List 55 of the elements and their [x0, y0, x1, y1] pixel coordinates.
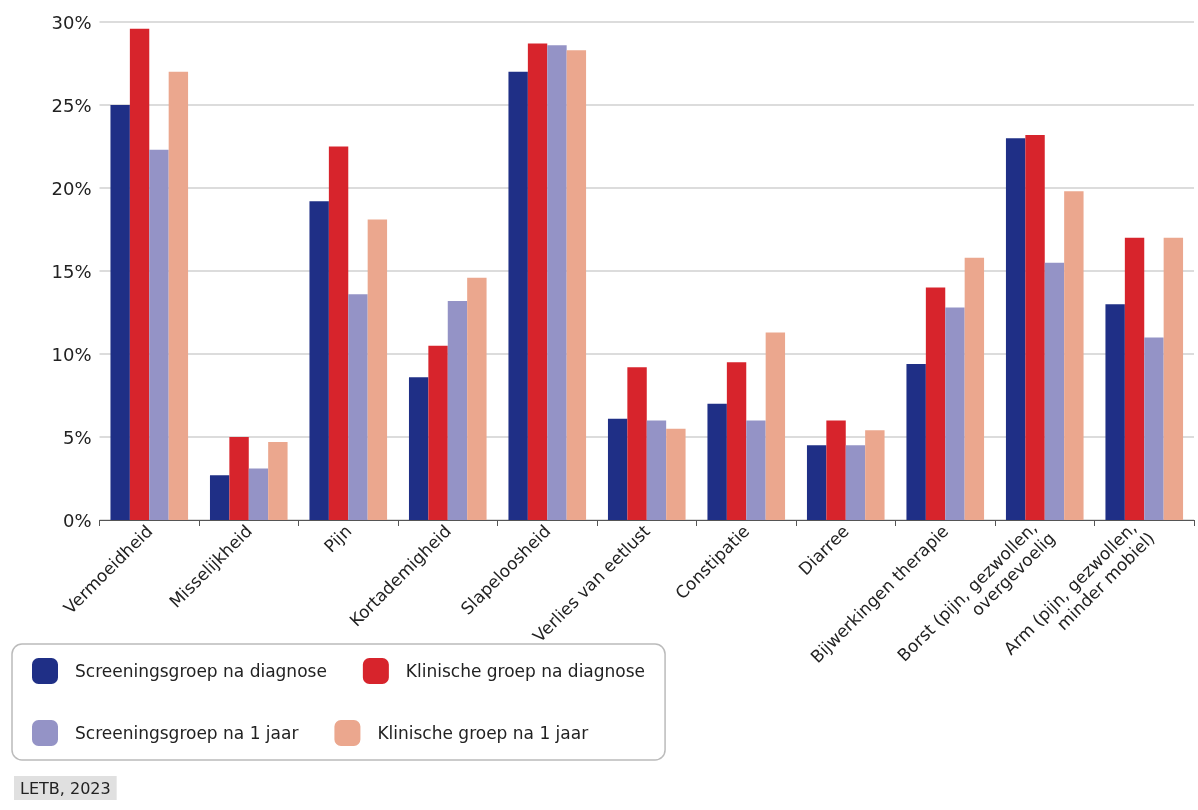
bar — [129, 28, 150, 520]
bar — [746, 420, 766, 520]
bar — [447, 300, 468, 520]
bar — [428, 345, 448, 520]
bar — [527, 43, 548, 520]
bar — [1025, 134, 1045, 520]
bar — [309, 201, 329, 520]
bar — [865, 430, 885, 520]
legend-label: Klinische groep na diagnose — [405, 661, 646, 681]
bar — [149, 149, 169, 520]
bar — [707, 403, 727, 520]
bar — [646, 420, 667, 520]
y-tick-label: 25% — [51, 94, 92, 116]
bar — [806, 445, 827, 520]
bar — [627, 367, 647, 520]
bar — [566, 50, 587, 520]
bar — [508, 71, 528, 520]
bar — [248, 468, 269, 520]
bar — [1144, 337, 1164, 520]
bar — [367, 219, 388, 520]
bar — [1044, 262, 1065, 520]
bar — [826, 420, 846, 520]
bar — [328, 146, 349, 520]
bar — [268, 441, 288, 520]
bar — [964, 257, 985, 520]
text: LETB, 2023 — [20, 778, 111, 798]
bar — [1005, 138, 1026, 520]
y-tick-label: 20% — [51, 177, 92, 199]
bar — [408, 377, 429, 520]
bar — [1163, 237, 1184, 520]
bar — [1064, 191, 1084, 520]
legend-label: Screeningsgroep na diagnose — [75, 661, 327, 681]
bar — [607, 418, 628, 520]
bar — [348, 294, 368, 520]
y-tick-label: 15% — [51, 260, 92, 282]
y-tick-label: 30% — [51, 11, 92, 33]
bar — [845, 445, 866, 520]
bar — [945, 307, 965, 520]
bar — [168, 71, 189, 520]
bar — [1124, 237, 1145, 520]
bar — [547, 45, 567, 520]
y-tick-label: 5% — [62, 426, 92, 448]
bar — [1105, 304, 1125, 520]
bar — [229, 437, 249, 520]
bar — [925, 287, 946, 520]
legend-label: Screeningsgroep na 1 jaar — [75, 723, 299, 743]
bar — [467, 277, 487, 520]
y-tick-label: 10% — [51, 343, 92, 365]
bar — [765, 332, 786, 520]
bar — [209, 475, 230, 520]
bar — [666, 428, 686, 520]
bar — [726, 362, 747, 520]
bar — [906, 363, 926, 520]
legend-label: Klinische groep na 1 jaar — [377, 723, 589, 743]
bar — [110, 105, 130, 520]
